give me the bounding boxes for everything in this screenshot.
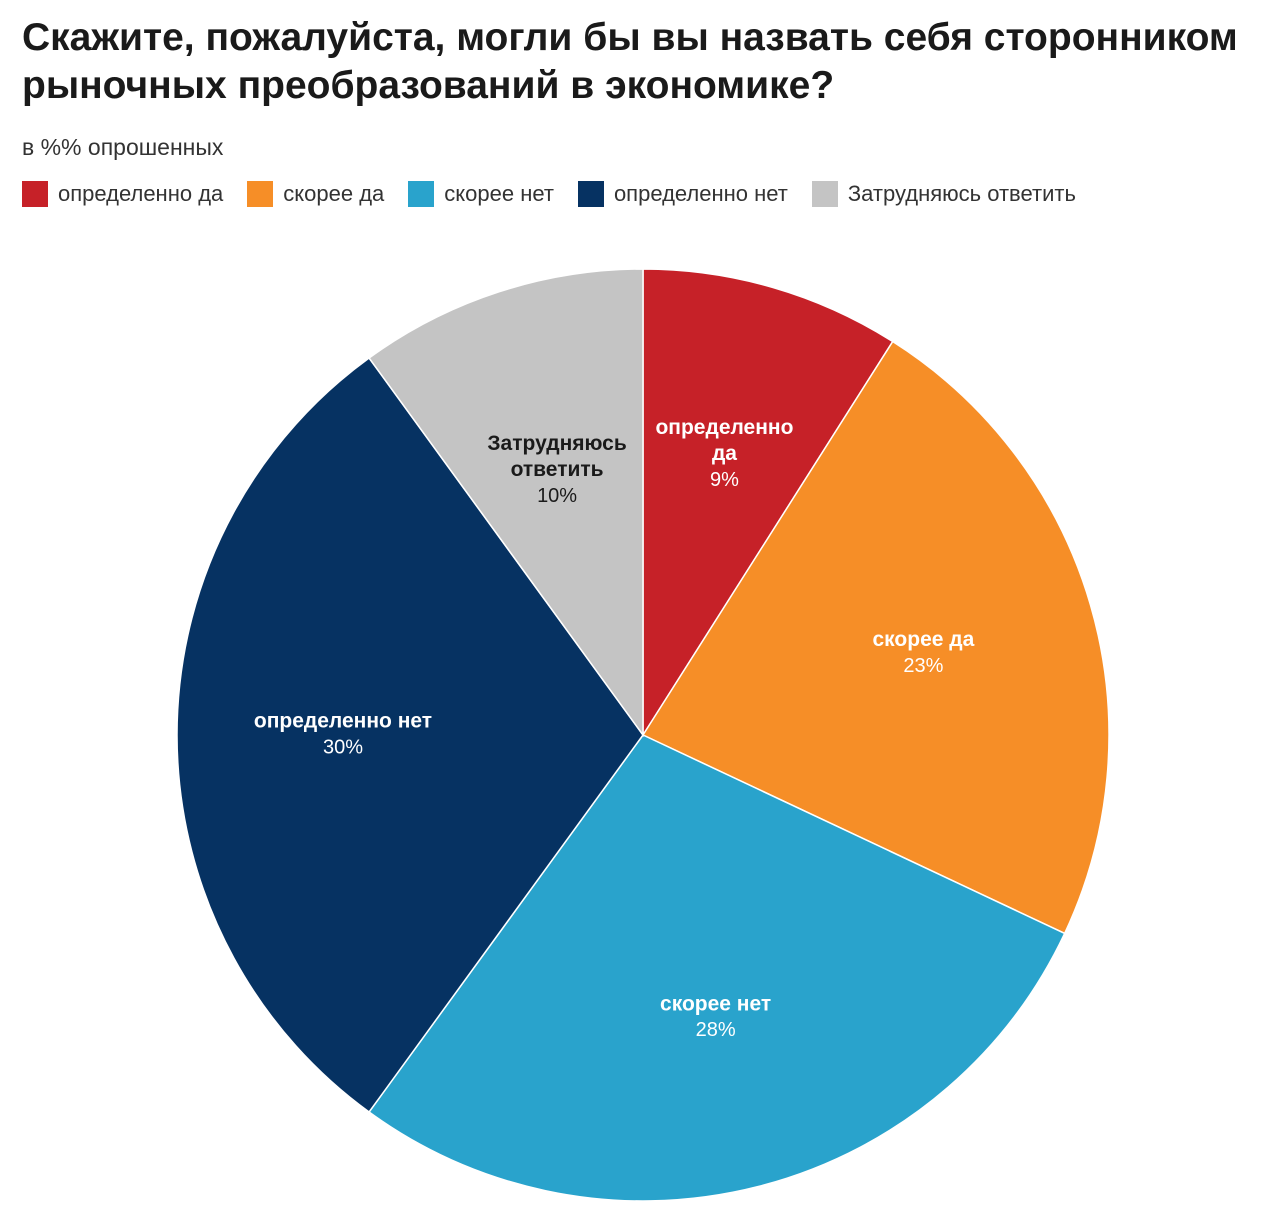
slice-label-definitely-yes: определенно да 9% bbox=[655, 416, 793, 491]
legend-swatch bbox=[408, 181, 435, 207]
pie-slice-definitely-yes bbox=[642, 268, 894, 738]
pie-slice-rather-no bbox=[368, 734, 1066, 1202]
legend-label: скорее нет bbox=[444, 181, 554, 206]
slice-name: Затрудняюсь bbox=[487, 432, 626, 455]
legend-item-definitely-no: определенно нет bbox=[577, 180, 788, 208]
chart-title: Скажите, пожалуйста, могли бы вы назвать… bbox=[22, 16, 1238, 107]
legend-label: скорее да bbox=[283, 181, 385, 206]
chart-subtitle: в %% опрошенных bbox=[22, 134, 224, 160]
slice-label-rather-no: скорее нет 28% bbox=[660, 992, 771, 1041]
slice-value: 23% bbox=[903, 655, 943, 677]
slice-label-definitely-no: определенно нет 30% bbox=[254, 710, 432, 759]
legend-item-definitely-yes: определенно да bbox=[22, 180, 223, 208]
slice-value: 30% bbox=[323, 736, 363, 758]
slice-name: определенно нет bbox=[254, 710, 432, 733]
pie-slice-hard-to-say bbox=[368, 268, 644, 738]
legend-label: определенно нет bbox=[613, 181, 788, 206]
legend-swatch bbox=[811, 181, 838, 207]
legend: определенно да скорее да скорее нет опре… bbox=[22, 180, 1100, 208]
slice-name: скорее да bbox=[873, 628, 975, 651]
legend-swatch bbox=[22, 181, 48, 207]
slice-label-rather-yes: скорее да 23% bbox=[873, 628, 975, 677]
pie-slice-rather-yes bbox=[641, 340, 1110, 935]
legend-item-hard-to-say: Затрудняюсь ответить bbox=[811, 180, 1076, 208]
slice-name: скорее нет bbox=[660, 992, 771, 1015]
slice-name: определенно bbox=[655, 416, 793, 439]
legend-item-rather-yes: скорее да bbox=[247, 180, 384, 208]
slice-value: 10% bbox=[537, 485, 577, 507]
slice-label-hard-to-say: Затрудняюсь ответить 10% bbox=[487, 432, 626, 507]
legend-item-rather-no: скорее нет bbox=[408, 180, 554, 208]
legend-swatch bbox=[247, 181, 274, 207]
pie-slice-definitely-no bbox=[176, 356, 644, 1114]
legend-label: Затрудняюсь ответить bbox=[847, 181, 1076, 206]
slice-name: ответить bbox=[511, 458, 604, 481]
slice-name: да bbox=[712, 442, 737, 465]
legend-label: определенно да bbox=[58, 181, 224, 206]
legend-swatch bbox=[577, 181, 604, 207]
slice-value: 28% bbox=[696, 1019, 736, 1041]
slice-value: 9% bbox=[710, 469, 739, 491]
